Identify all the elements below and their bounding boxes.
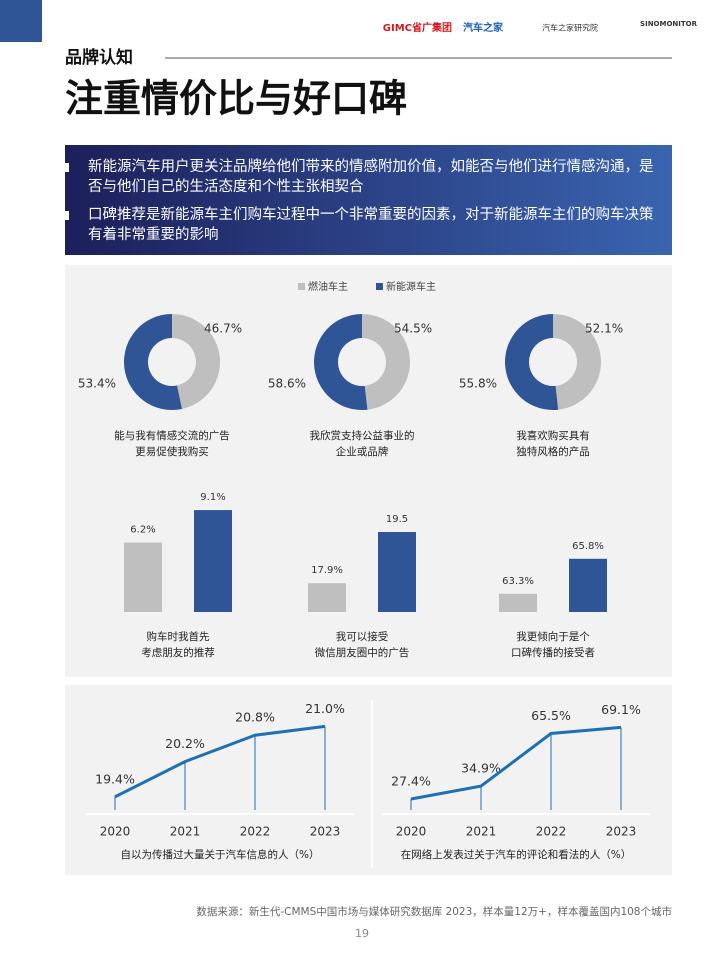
data-label: 19.5 (386, 514, 408, 525)
data-label: 52.1% (585, 322, 623, 336)
donut-segment (172, 314, 220, 409)
caption: 我欣赏支持公益事业的 企业或品牌 (309, 430, 415, 458)
bullet-box (65, 145, 672, 255)
data-label: 34.9% (461, 761, 501, 776)
logo: 汽车之家 (463, 21, 504, 34)
donut-segment (313, 314, 368, 410)
data-label: 20.2% (165, 736, 205, 751)
bullet: 新能源汽车用户更关注品牌给他们带来的情感附加价值，如能否与他们进行情感沟通，是否… (60, 157, 658, 197)
bullet: 口碑推荐是新能源车主们购车过程中一个非常重要的因素，对于新能源车主们的购车决策有… (60, 205, 658, 245)
data-label: 65.8% (572, 541, 604, 552)
bar (499, 593, 537, 612)
line (410, 725, 622, 801)
legend-label: 新能源车主 (386, 280, 436, 293)
bar (124, 542, 162, 612)
data-label: 63.3% (502, 576, 534, 587)
logo: SINOMONITOR (640, 20, 698, 28)
logo: GIMC省广集团 (383, 21, 452, 34)
logo: 汽车之家研究院 (542, 23, 598, 33)
page-number: 19 (355, 927, 369, 940)
data-label: 55.8% (459, 377, 497, 391)
data-label: 21.0% (305, 701, 345, 716)
data-label: 46.7% (204, 322, 242, 336)
caption: 我可以接受 微信朋友圈中的广告 (314, 631, 410, 659)
donut-segment (553, 314, 601, 410)
x-tick-label: 2021 (170, 825, 201, 839)
bar (308, 583, 346, 612)
bar (194, 510, 232, 612)
data-label: 54.5% (394, 322, 432, 336)
data-label: 19.4% (95, 771, 135, 786)
caption: 我喜欢购买具有 独特风格的产品 (516, 430, 590, 458)
caption: 我更倾向于是个 口碑传播的接受者 (511, 631, 595, 659)
caption: 购车时我首先 考虑朋友的推荐 (141, 631, 215, 659)
x-tick-label: 2020 (396, 825, 427, 839)
data-label: 9.1% (200, 492, 225, 503)
data-label: 17.9% (311, 565, 343, 576)
x-tick-label: 2020 (100, 825, 131, 839)
x-tick-label: 2023 (310, 825, 341, 839)
data-label: 20.8% (235, 710, 275, 725)
caption: 能与我有情感交流的广告 更易促使我购买 (114, 430, 230, 458)
data-label: 53.4% (78, 377, 116, 391)
bar (569, 558, 607, 612)
chart-caption: 自以为传播过大量关于汽车信息的人（%） (121, 848, 320, 861)
data-label: 69.1% (601, 702, 641, 717)
x-tick-label: 2023 (606, 825, 637, 839)
donut-segment (504, 314, 559, 410)
page-title: 注重情价比与好口碑 (65, 77, 407, 121)
legend-label: 燃油车主 (308, 280, 348, 293)
x-tick-label: 2022 (536, 825, 567, 839)
x-tick-label: 2022 (240, 825, 271, 839)
legend-swatch (298, 283, 305, 290)
bar (378, 532, 416, 612)
data-label: 65.5% (531, 708, 571, 723)
x-tick-label: 2021 (466, 825, 497, 839)
donut-segment (362, 314, 410, 410)
data-label: 27.4% (391, 774, 431, 789)
data-label: 58.6% (268, 377, 306, 391)
line (114, 724, 326, 799)
section-label: 品牌认知 (65, 47, 133, 68)
corner-block (0, 0, 42, 42)
legend-swatch (376, 283, 383, 290)
panel (65, 685, 672, 875)
chart-caption: 在网络上发表过关于汽车的评论和看法的人（%） (401, 848, 631, 861)
donut-segment (123, 314, 183, 410)
source: 数据来源：新生代-CMMS中国市场与媒体研究数据库 2023，样本量12万+，样… (196, 905, 672, 918)
data-label: 6.2% (130, 525, 155, 536)
